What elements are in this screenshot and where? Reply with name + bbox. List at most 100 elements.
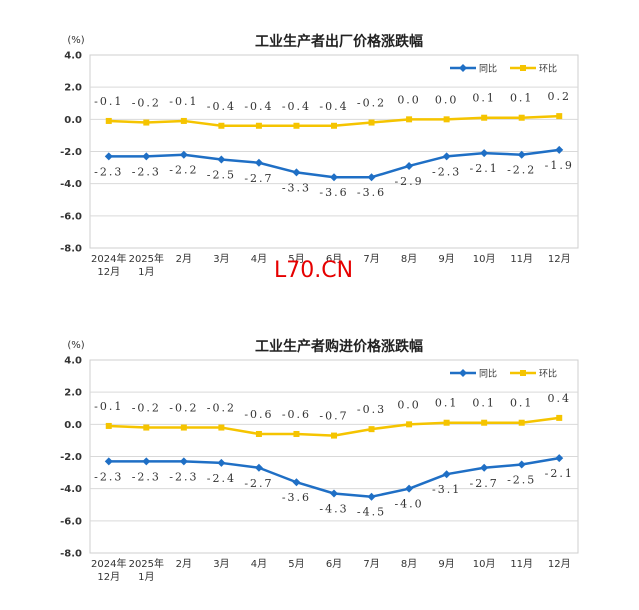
data-label: -3.6 (282, 491, 311, 504)
data-point (481, 114, 488, 121)
x-tick-label: 2025年 (129, 252, 164, 265)
y-tick-label: -6.0 (60, 516, 82, 527)
data-point (368, 426, 375, 433)
data-label: -2.5 (507, 474, 536, 487)
data-point (255, 122, 262, 129)
data-label: -0.7 (319, 410, 348, 423)
y-tick-label: 0.0 (64, 115, 82, 126)
x-tick-label: 7月 (363, 253, 379, 265)
data-label: -0.6 (244, 408, 273, 421)
x-tick-label: 1月 (138, 571, 154, 583)
data-label: -0.1 (94, 400, 123, 413)
y-tick-label: -6.0 (60, 211, 82, 222)
data-point (518, 419, 525, 426)
legend-label: 同比 (479, 368, 497, 380)
x-tick-label: 8月 (401, 253, 417, 265)
y-unit-label: (%) (67, 35, 84, 46)
y-tick-label: 0.0 (64, 420, 82, 431)
legend-marker (459, 64, 467, 72)
data-label: 0.0 (397, 93, 421, 106)
data-point (180, 424, 187, 431)
data-label: -0.2 (357, 97, 386, 110)
watermark: L70.CN (274, 258, 354, 283)
data-point (367, 173, 376, 182)
x-tick-label: 11月 (510, 253, 533, 265)
data-point (368, 119, 375, 126)
data-label: -0.4 (282, 100, 311, 113)
data-label: -0.3 (357, 403, 386, 416)
data-point (406, 116, 413, 123)
data-point (218, 424, 225, 431)
data-point (217, 155, 226, 164)
data-label: -3.1 (432, 483, 461, 496)
x-tick-label: 9月 (438, 253, 454, 265)
x-tick-label: 12月 (97, 571, 120, 583)
data-point (142, 457, 151, 466)
x-tick-label: 12月 (97, 266, 120, 278)
x-tick-label: 3月 (213, 558, 229, 570)
data-point (143, 119, 150, 126)
data-point (331, 432, 337, 439)
data-label: -2.7 (470, 477, 499, 490)
data-label: -4.5 (357, 506, 386, 519)
x-tick-label: 4月 (251, 253, 267, 265)
y-tick-label: 2.0 (64, 388, 82, 399)
data-point (217, 458, 226, 467)
data-label: -2.3 (169, 470, 198, 483)
data-point (143, 424, 150, 431)
data-label: 0.2 (547, 90, 571, 103)
data-point (104, 457, 113, 466)
data-label: -2.7 (244, 172, 273, 185)
x-tick-label: 5月 (288, 253, 304, 265)
data-label: 0.1 (472, 397, 496, 410)
data-label: -0.2 (132, 97, 161, 110)
data-label: -2.1 (470, 162, 499, 175)
data-point (442, 152, 451, 161)
x-tick-label: 2024年 (91, 252, 126, 265)
x-tick-label: 6月 (326, 558, 342, 570)
data-point (218, 122, 225, 129)
data-label: -4.3 (319, 502, 348, 515)
data-label: -3.6 (319, 186, 348, 199)
data-label: -2.3 (94, 165, 123, 178)
data-label: -2.3 (132, 470, 161, 483)
data-point (293, 430, 300, 437)
data-label: 0.1 (510, 92, 534, 105)
y-unit-label: (%) (67, 340, 84, 351)
data-label: 0.4 (547, 392, 571, 405)
data-point (443, 419, 450, 426)
data-point (517, 460, 526, 469)
y-tick-label: -4.0 (60, 484, 82, 495)
x-tick-label: 2月 (176, 558, 192, 570)
data-label: -1.9 (545, 159, 574, 172)
data-point (179, 457, 188, 466)
data-point (556, 414, 563, 421)
data-label: -0.1 (94, 95, 123, 108)
x-tick-label: 12月 (548, 253, 571, 265)
data-label: 0.1 (510, 397, 534, 410)
data-point (292, 168, 301, 177)
data-point (555, 145, 564, 154)
chart-title: 工业生产者购进价格涨跌幅 (255, 338, 423, 355)
data-label: -0.2 (207, 402, 236, 415)
y-tick-label: -4.0 (60, 179, 82, 190)
data-label: -0.1 (169, 95, 198, 108)
x-tick-label: 2025年 (129, 557, 164, 570)
y-tick-label: -8.0 (60, 244, 82, 255)
x-tick-label: 9月 (438, 558, 454, 570)
y-tick-label: 2.0 (64, 83, 82, 94)
data-label: -2.3 (432, 165, 461, 178)
x-tick-label: 10月 (473, 253, 496, 265)
data-point (481, 419, 488, 426)
data-label: -2.3 (94, 470, 123, 483)
x-tick-label: 8月 (401, 558, 417, 570)
data-label: -0.4 (319, 100, 348, 113)
data-label: -2.9 (394, 175, 423, 188)
data-label: -2.2 (507, 164, 536, 177)
x-tick-label: 1月 (138, 266, 154, 278)
data-point (480, 149, 489, 158)
legend-marker (459, 369, 467, 377)
data-label: -0.2 (169, 402, 198, 415)
data-point (179, 150, 188, 159)
x-tick-label: 5月 (288, 558, 304, 570)
